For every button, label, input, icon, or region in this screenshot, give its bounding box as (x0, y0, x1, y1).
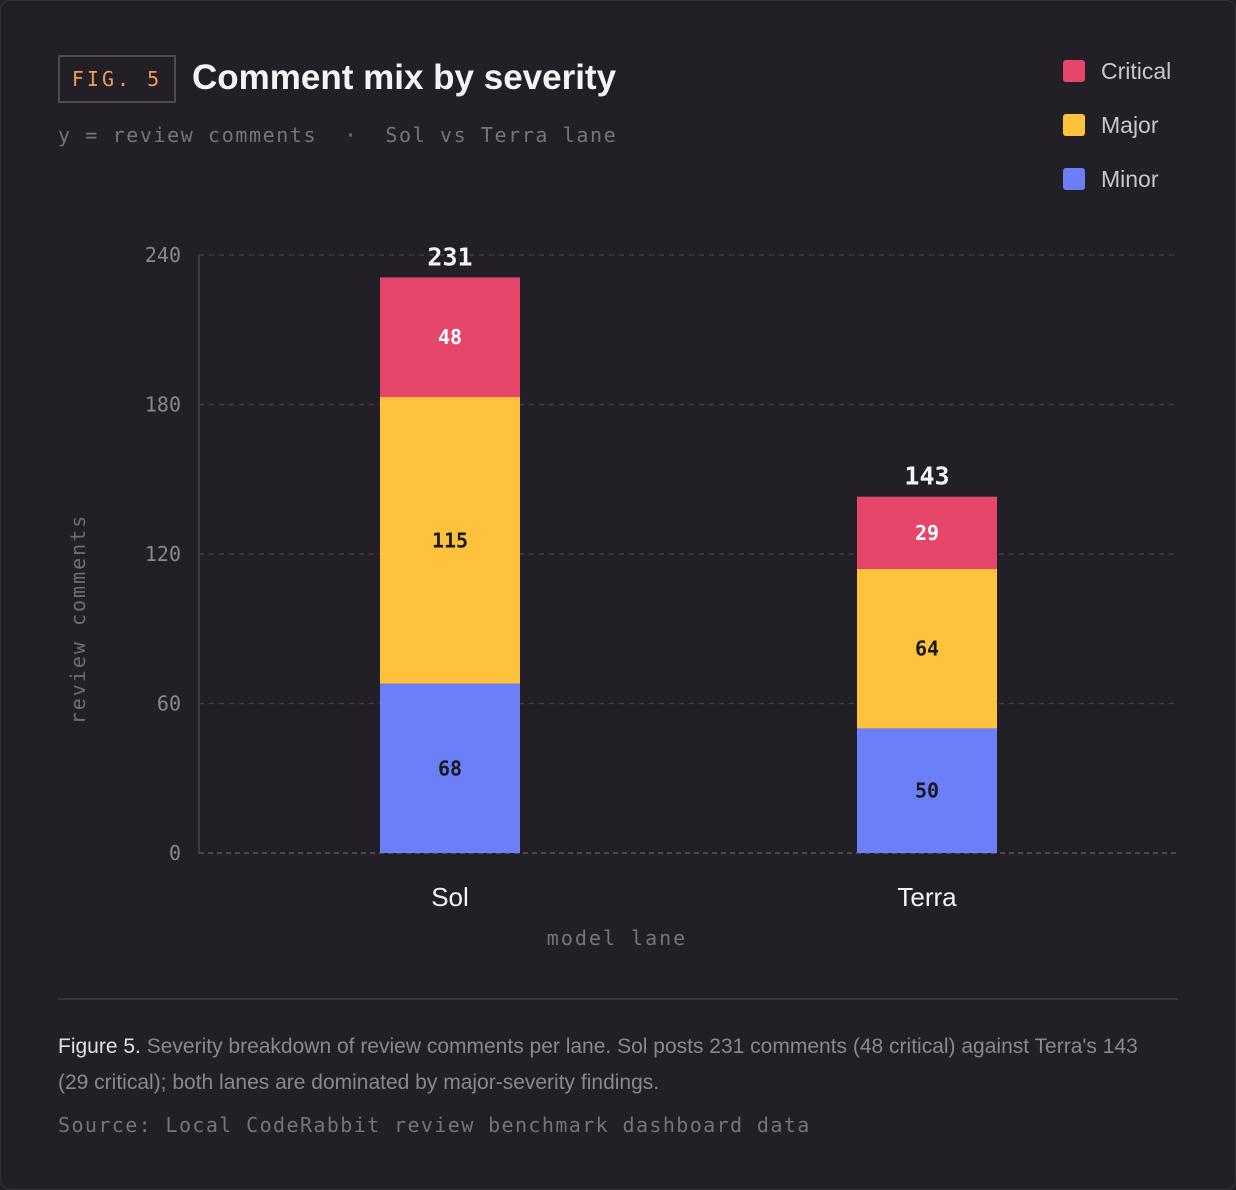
y-tick-label-0: 0 (169, 841, 181, 865)
legend-label-major: Major (1101, 111, 1159, 138)
figure-number-badge: FIG. 5 (58, 55, 176, 103)
legend-item-major: Major (1063, 107, 1171, 143)
legend-swatch-major (1063, 114, 1085, 136)
legend-item-critical: Critical (1063, 53, 1171, 89)
data-label-sol-major: 115 (432, 528, 468, 552)
bar-segment-sol-major (380, 397, 520, 684)
total-label-terra: 143 (904, 462, 949, 491)
legend-swatch-minor (1063, 168, 1085, 190)
total-label-sol: 231 (427, 242, 472, 271)
data-label-sol-minor: 68 (438, 756, 462, 780)
chart-legend: Critical Major Minor (1063, 53, 1171, 215)
bar-segment-sol-critical (380, 277, 520, 398)
data-label-sol-critical: 48 (438, 325, 462, 349)
bar-segment-terra-minor (857, 728, 997, 853)
source-note: Source: Local CodeRabbit review benchmar… (58, 1113, 811, 1137)
legend-item-minor: Minor (1063, 161, 1171, 197)
bar-segment-terra-major (857, 568, 997, 729)
x-tick-label-terra: Terra (897, 882, 957, 912)
data-label-terra-major: 64 (915, 637, 939, 661)
caption-text: Severity breakdown of review comments pe… (58, 1035, 1138, 1094)
bar-segment-terra-critical (857, 496, 997, 569)
caption-divider (58, 998, 1178, 1000)
data-label-terra-minor: 50 (915, 779, 939, 803)
y-tick-label-60: 60 (157, 692, 181, 716)
legend-swatch-critical (1063, 60, 1085, 82)
legend-label-critical: Critical (1101, 57, 1172, 84)
legend-label-minor: Minor (1101, 165, 1159, 192)
y-axis-label: review comments (66, 514, 90, 725)
data-label-terra-critical: 29 (915, 521, 939, 545)
x-tick-label-sol: Sol (431, 882, 469, 912)
y-tick-label-180: 180 (145, 393, 181, 417)
stacked-bar-chart: 0 60 120 180 240 review comments 68 115 48 231 Sol… (66, 242, 1178, 950)
y-tick-label-240: 240 (145, 243, 181, 267)
figure-caption: Figure 5. Severity breakdown of review c… (58, 1029, 1158, 1101)
y-tick-label-120: 120 (145, 542, 181, 566)
bar-segment-sol-minor (380, 683, 520, 853)
chart-title: Comment mix by severity (192, 58, 617, 97)
caption-lead: Figure 5. (58, 1035, 141, 1058)
chart-subtitle: y = review comments · Sol vs Terra lane (58, 123, 618, 147)
x-axis-label: model lane (547, 926, 687, 950)
